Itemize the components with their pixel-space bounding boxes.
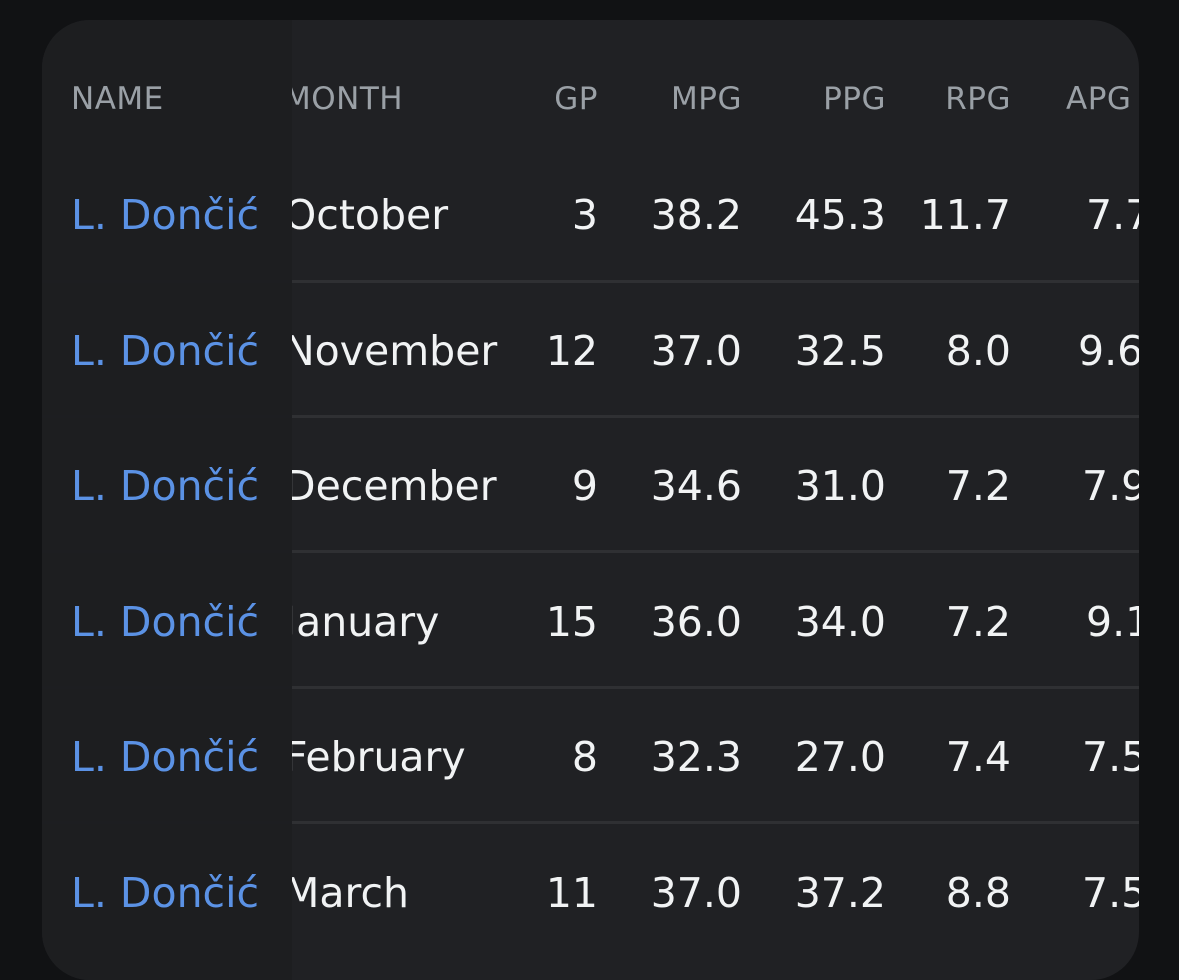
row-divider [42,550,1139,553]
month-cell: November [292,331,522,381]
apg-value: 7.5 [1082,869,1139,917]
apg-value: 9.1 [1086,598,1139,646]
header-ppg[interactable]: PPG [823,81,886,117]
gp-value: 9 [571,462,598,510]
rpg-value: 11.7 [919,191,1011,239]
ppg-value: 34.0 [794,598,886,646]
header-gp[interactable]: GP [554,81,598,117]
apg-value: 9.6 [1078,327,1139,375]
gp-value: 15 [545,598,598,646]
sticky-name-column [42,20,292,980]
mpg-value: 36.0 [650,598,742,646]
month-cell: March [292,873,522,923]
table-row[interactable]: L. Dončić February 8 32.3 27.0 7.4 7.5 [42,737,1139,787]
month-cell: December [292,466,522,516]
ppg-value: 45.3 [794,191,886,239]
rpg-value: 7.2 [945,462,1011,510]
player-name-link[interactable]: L. Dončić [71,462,260,510]
apg-value: 7.9 [1082,462,1139,510]
row-divider [42,415,1139,418]
header-apg[interactable]: APG [1066,81,1132,117]
row-divider [42,280,1139,283]
mpg-value: 37.0 [650,327,742,375]
apg-value: 7.7 [1086,191,1139,239]
stats-table-card: NAME MONTH GP MPG PPG RPG APG L. Dončić … [42,20,1139,980]
rpg-value: 8.0 [945,327,1011,375]
table-row[interactable]: L. Dončić March 11 37.0 37.2 8.8 7.5 [42,873,1139,923]
month-value: January [292,602,440,646]
header-rpg[interactable]: RPG [945,81,1011,117]
table-row[interactable]: L. Dončić November 12 37.0 32.5 8.0 9.6 [42,331,1139,381]
row-divider [42,686,1139,689]
month-cell: February [292,737,522,787]
month-value: November [292,331,498,375]
rpg-value: 7.4 [945,733,1011,781]
mpg-value: 38.2 [650,191,742,239]
month-value: February [292,737,466,781]
table-row[interactable]: L. Dončić October 3 38.2 45.3 11.7 7.7 [42,195,1139,245]
header-month-clip: MONTH [292,84,522,124]
gp-value: 11 [545,869,598,917]
mpg-value: 32.3 [650,733,742,781]
player-name-link[interactable]: L. Dončić [71,327,260,375]
month-value: December [292,466,497,510]
mpg-value: 37.0 [650,869,742,917]
apg-value: 7.5 [1082,733,1139,781]
gp-value: 12 [545,327,598,375]
month-cell: January [292,602,522,652]
gp-value: 8 [571,733,598,781]
header-name[interactable]: NAME [71,81,164,117]
rpg-value: 8.8 [945,869,1011,917]
ppg-value: 31.0 [794,462,886,510]
table-row[interactable]: L. Dončić December 9 34.6 31.0 7.2 7.9 [42,466,1139,516]
ppg-value: 37.2 [794,869,886,917]
header-mpg[interactable]: MPG [671,81,742,117]
month-cell: October [292,195,522,245]
header-month[interactable]: MONTH [292,84,404,117]
mpg-value: 34.6 [650,462,742,510]
player-name-link[interactable]: L. Dončić [71,598,260,646]
player-name-link[interactable]: L. Dončić [71,191,260,239]
gp-value: 3 [571,191,598,239]
ppg-value: 27.0 [794,733,886,781]
rpg-value: 7.2 [945,598,1011,646]
table-row[interactable]: L. Dončić January 15 36.0 34.0 7.2 9.1 [42,602,1139,652]
table-header: NAME MONTH GP MPG PPG RPG APG [42,20,1139,165]
row-divider [42,821,1139,824]
month-value: March [292,873,409,917]
ppg-value: 32.5 [794,327,886,375]
player-name-link[interactable]: L. Dončić [71,733,260,781]
month-value: October [292,195,449,239]
player-name-link[interactable]: L. Dončić [71,869,260,917]
